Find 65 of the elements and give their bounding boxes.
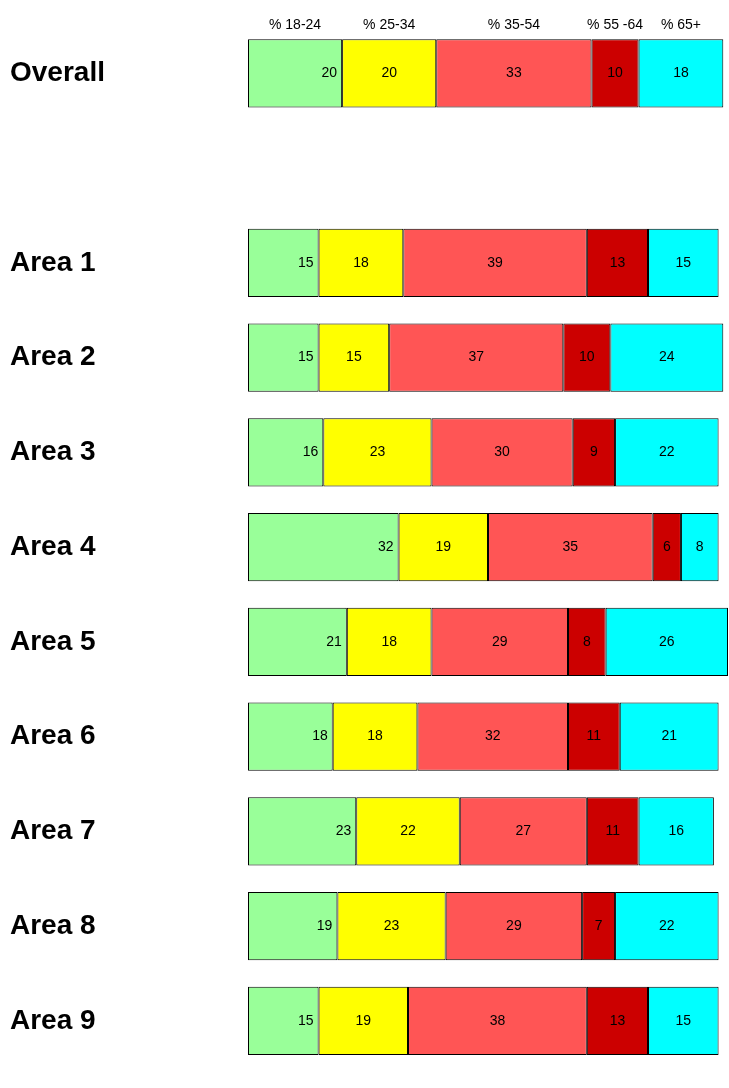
- y-tick-label: Area 8: [10, 908, 96, 940]
- y-tick-label: Area 2: [10, 340, 96, 372]
- data-label: 11: [605, 822, 621, 839]
- data-label: 16: [668, 822, 685, 839]
- y-tick-label: Area 9: [10, 1003, 96, 1035]
- data-label: 23: [383, 916, 400, 933]
- data-label: 20: [381, 64, 398, 81]
- data-label: 18: [312, 727, 328, 744]
- y-tick-label: Area 1: [10, 245, 96, 277]
- data-label: 11: [586, 727, 602, 744]
- data-label: 15: [298, 1011, 314, 1028]
- data-label: 22: [659, 443, 675, 460]
- data-label: 19: [355, 1011, 372, 1028]
- data-label: 10: [579, 348, 595, 365]
- data-label: 19: [435, 537, 452, 554]
- data-label: 26: [659, 632, 675, 649]
- data-label: 39: [487, 253, 504, 270]
- data-label: 18: [367, 727, 384, 744]
- data-label: 15: [675, 253, 692, 270]
- data-label: 22: [400, 822, 416, 839]
- data-label: 8: [695, 537, 704, 554]
- y-tick-label: Overall: [10, 56, 105, 88]
- y-tick-label: Area 5: [10, 624, 96, 656]
- data-label: 20: [321, 64, 338, 81]
- data-label: 19: [316, 916, 333, 933]
- series-label: % 18-24: [268, 16, 322, 33]
- data-label: 15: [298, 348, 314, 365]
- series-label: % 35-54: [487, 16, 541, 33]
- data-label: 6: [662, 537, 671, 554]
- data-label: 23: [369, 443, 386, 460]
- data-label: 10: [607, 64, 624, 81]
- data-label: 7: [594, 916, 603, 933]
- data-label: 22: [659, 916, 675, 933]
- data-label: 8: [582, 632, 591, 649]
- data-label: 37: [468, 348, 485, 365]
- data-label: 29: [506, 916, 522, 933]
- data-label: 21: [661, 727, 678, 744]
- series-label: % 65+: [660, 16, 701, 33]
- y-tick-label: Area 7: [10, 814, 96, 846]
- series-label: % 25-34: [363, 16, 416, 33]
- data-label: 15: [675, 1011, 692, 1028]
- data-label: 27: [515, 822, 532, 839]
- data-label: 13: [609, 253, 626, 270]
- data-label: 29: [491, 632, 508, 649]
- data-label: 16: [302, 443, 319, 460]
- data-label: 15: [346, 348, 362, 365]
- data-label: 18: [381, 632, 398, 649]
- data-label: 38: [489, 1011, 506, 1028]
- data-label: 32: [378, 537, 394, 554]
- y-tick-label: Area 4: [10, 529, 97, 561]
- data-label: 33: [506, 64, 522, 81]
- data-label: 18: [673, 64, 689, 81]
- data-label: 32: [484, 727, 501, 744]
- data-label: 13: [609, 1011, 626, 1028]
- data-label: 18: [353, 253, 369, 270]
- data-label: 23: [335, 822, 352, 839]
- data-label: 15: [298, 253, 314, 270]
- data-label: 30: [494, 443, 511, 460]
- series-label: % 55 -64: [587, 16, 644, 33]
- y-tick-label: Area 6: [10, 719, 96, 751]
- data-label: 9: [589, 443, 598, 460]
- data-label: 21: [326, 632, 343, 649]
- data-label: 35: [562, 537, 579, 554]
- y-tick-label: Area 3: [10, 435, 96, 467]
- data-label: 24: [659, 348, 675, 365]
